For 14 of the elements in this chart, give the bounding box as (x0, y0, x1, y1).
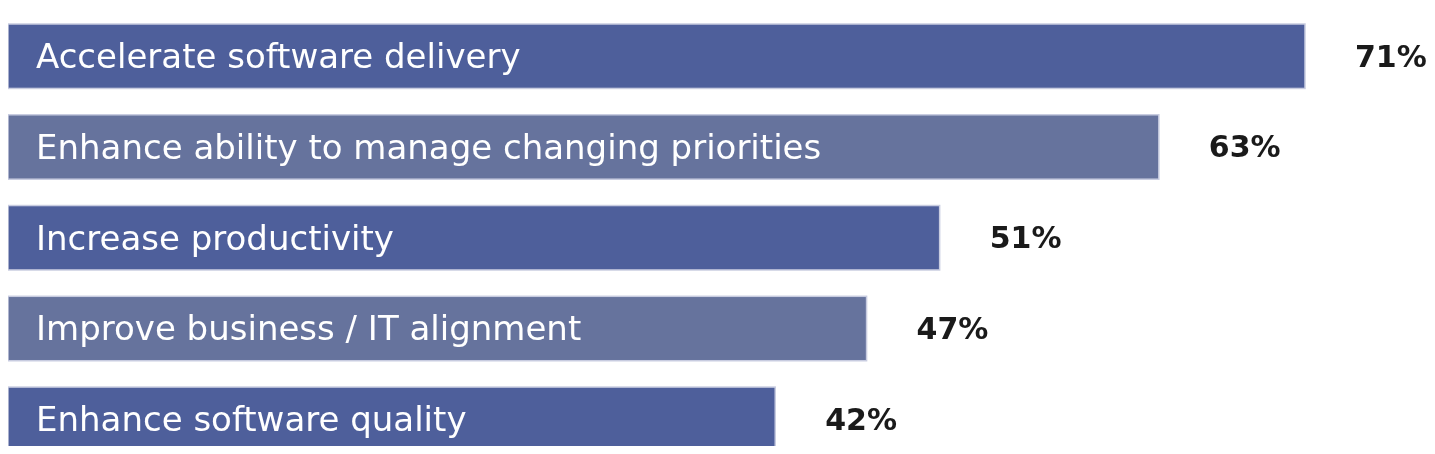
bar (8, 295, 868, 362)
y-tick-label: Increase productivity (36, 217, 394, 258)
data-label: 51% (989, 220, 1062, 256)
bar (8, 114, 1160, 180)
data-label: 42% (825, 401, 898, 437)
y-tick-label: Accelerate software delivery (36, 36, 521, 77)
bar (8, 204, 941, 271)
y-tick-label: Improve business / IT alignment (36, 308, 582, 349)
bar (8, 23, 1306, 90)
data-label: 63% (1208, 129, 1281, 165)
data-label: 71% (1355, 38, 1427, 74)
y-tick-label: Enhance software quality (36, 399, 467, 440)
y-tick-label: Enhance ability to manage changing priorities (36, 126, 822, 167)
data-label: 47% (916, 311, 989, 347)
